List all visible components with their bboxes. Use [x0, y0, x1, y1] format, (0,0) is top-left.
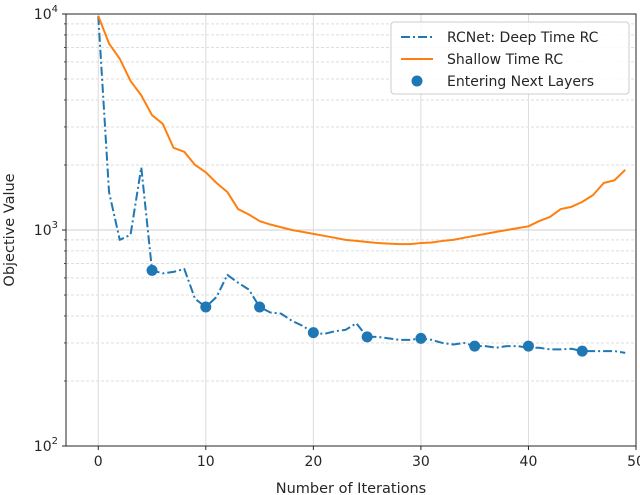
y-tick-label: 102 — [34, 436, 58, 455]
legend-marker-icon — [411, 75, 423, 87]
y-tick-label-base: 10 — [34, 223, 52, 239]
legend-box — [390, 21, 630, 95]
layer-entry-marker — [200, 301, 212, 313]
legend-entry-label: Shallow Time RC — [447, 52, 563, 68]
layer-entry-marker — [307, 327, 319, 339]
x-tick-label: 30 — [412, 454, 430, 470]
y-tick-label-exponent: 4 — [52, 4, 58, 15]
x-tick-label: 20 — [304, 454, 322, 470]
layer-entry-marker — [146, 264, 158, 276]
y-tick-label-exponent: 2 — [52, 436, 58, 447]
legend-entry-label: Entering Next Layers — [447, 74, 594, 90]
layer-entry-marker — [415, 332, 427, 344]
x-tick-label: 40 — [520, 454, 538, 470]
legend-entry-label: RCNet: Deep Time RC — [447, 30, 599, 46]
layer-entry-marker — [469, 340, 481, 352]
layer-entry-marker — [576, 345, 588, 357]
x-tick-label: 10 — [197, 454, 215, 470]
x-axis-label: Number of Iterations — [276, 481, 427, 495]
layer-entry-marker — [361, 331, 373, 343]
deep-time-rc-line — [97, 15, 626, 354]
y-tick-label-base: 10 — [34, 7, 52, 23]
legend: RCNet: Deep Time RC Shallow Time RC Enteri… — [390, 21, 630, 95]
y-tick-label-exponent: 3 — [52, 220, 58, 231]
series-layer — [97, 15, 626, 357]
layer-entry-marker — [254, 301, 266, 313]
x-tick-label: 0 — [94, 454, 103, 470]
y-tick-label-base: 10 — [34, 439, 52, 455]
ticks: 01020304050102103104 — [34, 4, 640, 470]
y-axis-label: Objective Value — [2, 173, 18, 286]
shallow-time-rc-line — [97, 15, 626, 246]
x-tick-label: 50 — [627, 454, 640, 470]
layer-entry-marker — [522, 340, 534, 352]
y-tick-label: 104 — [34, 4, 58, 23]
y-tick-label: 103 — [34, 220, 58, 239]
